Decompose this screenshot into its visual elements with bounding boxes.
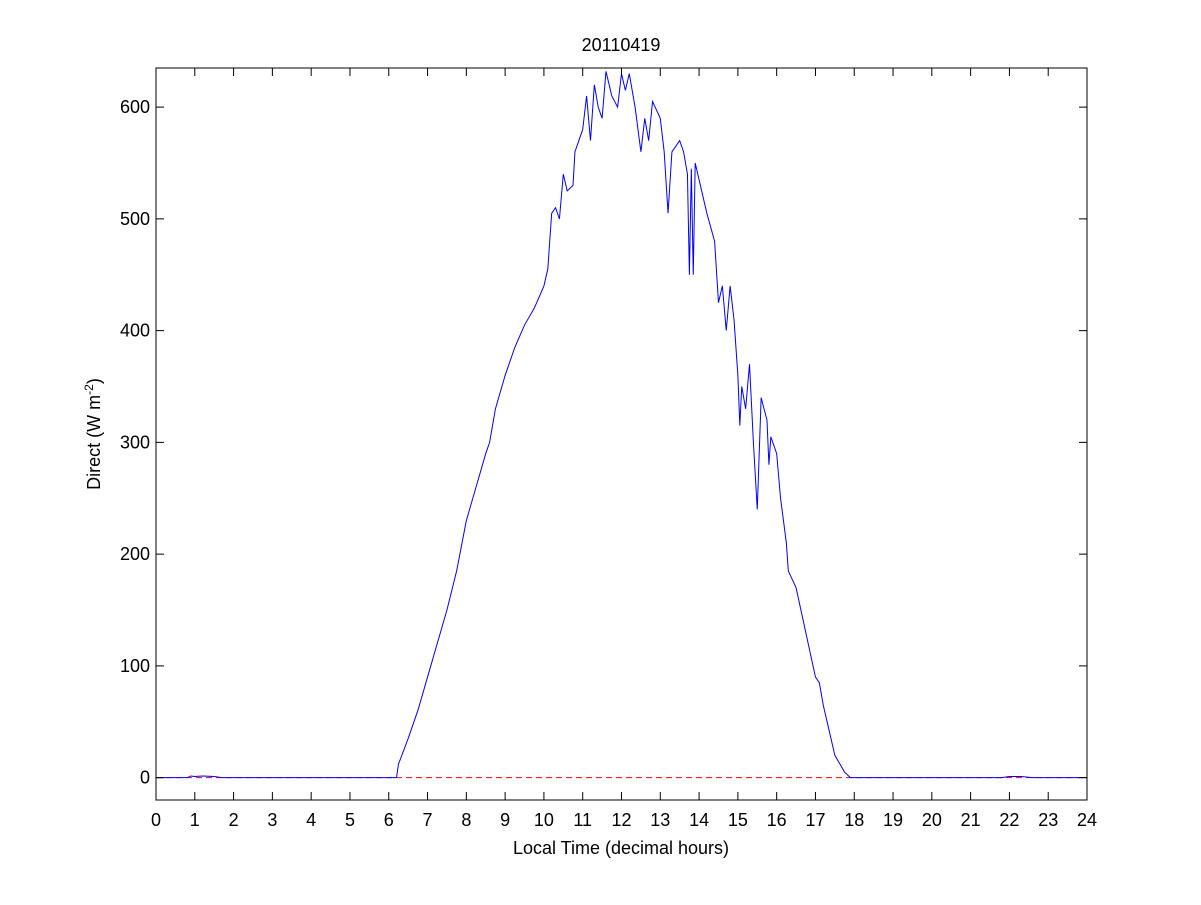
x-tick-label: 22 (999, 810, 1019, 830)
x-tick-label: 11 (573, 810, 592, 830)
x-tick-label: 9 (500, 810, 510, 830)
x-tick-label: 3 (267, 810, 277, 830)
x-tick-label: 23 (1038, 810, 1058, 830)
y-tick-label: 300 (120, 432, 150, 452)
x-tick-label: 2 (229, 810, 239, 830)
x-axis-label: Local Time (decimal hours) (513, 838, 729, 858)
y-axis-label-suffix: ) (84, 378, 104, 384)
y-axis-label-text: Direct (W m (84, 395, 104, 490)
x-tick-label: 20 (922, 810, 942, 830)
x-tick-label: 13 (650, 810, 670, 830)
x-tick-label: 0 (151, 810, 161, 830)
y-axis-label-superscript: -2 (82, 384, 96, 395)
x-tick-label: 16 (767, 810, 787, 830)
x-tick-label: 1 (190, 810, 200, 830)
x-tick-label: 15 (728, 810, 748, 830)
x-tick-label: 12 (611, 810, 631, 830)
x-tick-label: 5 (345, 810, 355, 830)
x-tick-label: 19 (883, 810, 903, 830)
x-tick-label: 4 (306, 810, 316, 830)
y-tick-label: 200 (120, 544, 150, 564)
x-tick-label: 14 (689, 810, 709, 830)
y-tick-label: 0 (140, 768, 150, 788)
y-axis-label: Direct (W m-2) (82, 378, 104, 490)
x-tick-label: 8 (461, 810, 471, 830)
y-tick-label: 500 (120, 209, 150, 229)
data-line (156, 71, 1087, 779)
y-tick-label: 400 (120, 321, 150, 341)
x-tick-label: 17 (805, 810, 825, 830)
plot-area (156, 68, 1087, 800)
x-tick-label: 7 (423, 810, 433, 830)
x-tick-label: 6 (384, 810, 394, 830)
chart-title: 20110419 (582, 35, 661, 55)
x-tick-label: 24 (1077, 810, 1097, 830)
y-tick-label: 100 (120, 656, 150, 676)
x-tick-label: 10 (534, 810, 554, 830)
x-tick-label: 18 (844, 810, 864, 830)
y-tick-label: 600 (120, 97, 150, 117)
x-tick-label: 21 (961, 810, 981, 830)
